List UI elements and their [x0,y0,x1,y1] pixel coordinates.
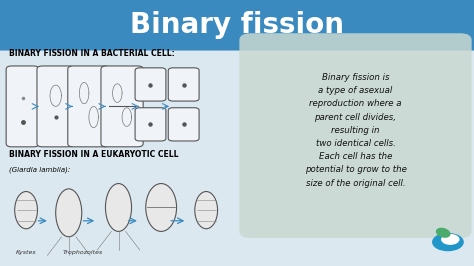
FancyBboxPatch shape [6,66,39,147]
Circle shape [442,235,459,244]
Text: Binary fission: Binary fission [130,11,344,39]
Circle shape [433,234,463,251]
Text: Kystes: Kystes [16,250,36,255]
FancyBboxPatch shape [37,66,74,147]
FancyBboxPatch shape [0,0,474,51]
FancyBboxPatch shape [168,108,199,141]
Text: Binary fission is
a type of asexual
reproduction where a
parent cell divides,
re: Binary fission is a type of asexual repr… [305,73,406,188]
Ellipse shape [146,184,176,231]
FancyBboxPatch shape [239,33,472,238]
Ellipse shape [105,184,131,231]
Text: Trophozoites: Trophozoites [63,250,103,255]
FancyBboxPatch shape [101,66,143,147]
FancyBboxPatch shape [68,66,110,147]
Ellipse shape [195,192,218,229]
Text: BINARY FISSION IN A BACTERIAL CELL:: BINARY FISSION IN A BACTERIAL CELL: [9,49,175,58]
Ellipse shape [15,192,37,229]
FancyBboxPatch shape [135,68,166,101]
FancyBboxPatch shape [168,68,199,101]
Text: BINARY FISSION IN A EUKARYOTIC CELL: BINARY FISSION IN A EUKARYOTIC CELL [9,150,179,159]
FancyBboxPatch shape [135,108,166,141]
Text: (Giardia lamblia):: (Giardia lamblia): [9,167,71,173]
Ellipse shape [56,189,82,237]
Ellipse shape [437,228,450,237]
